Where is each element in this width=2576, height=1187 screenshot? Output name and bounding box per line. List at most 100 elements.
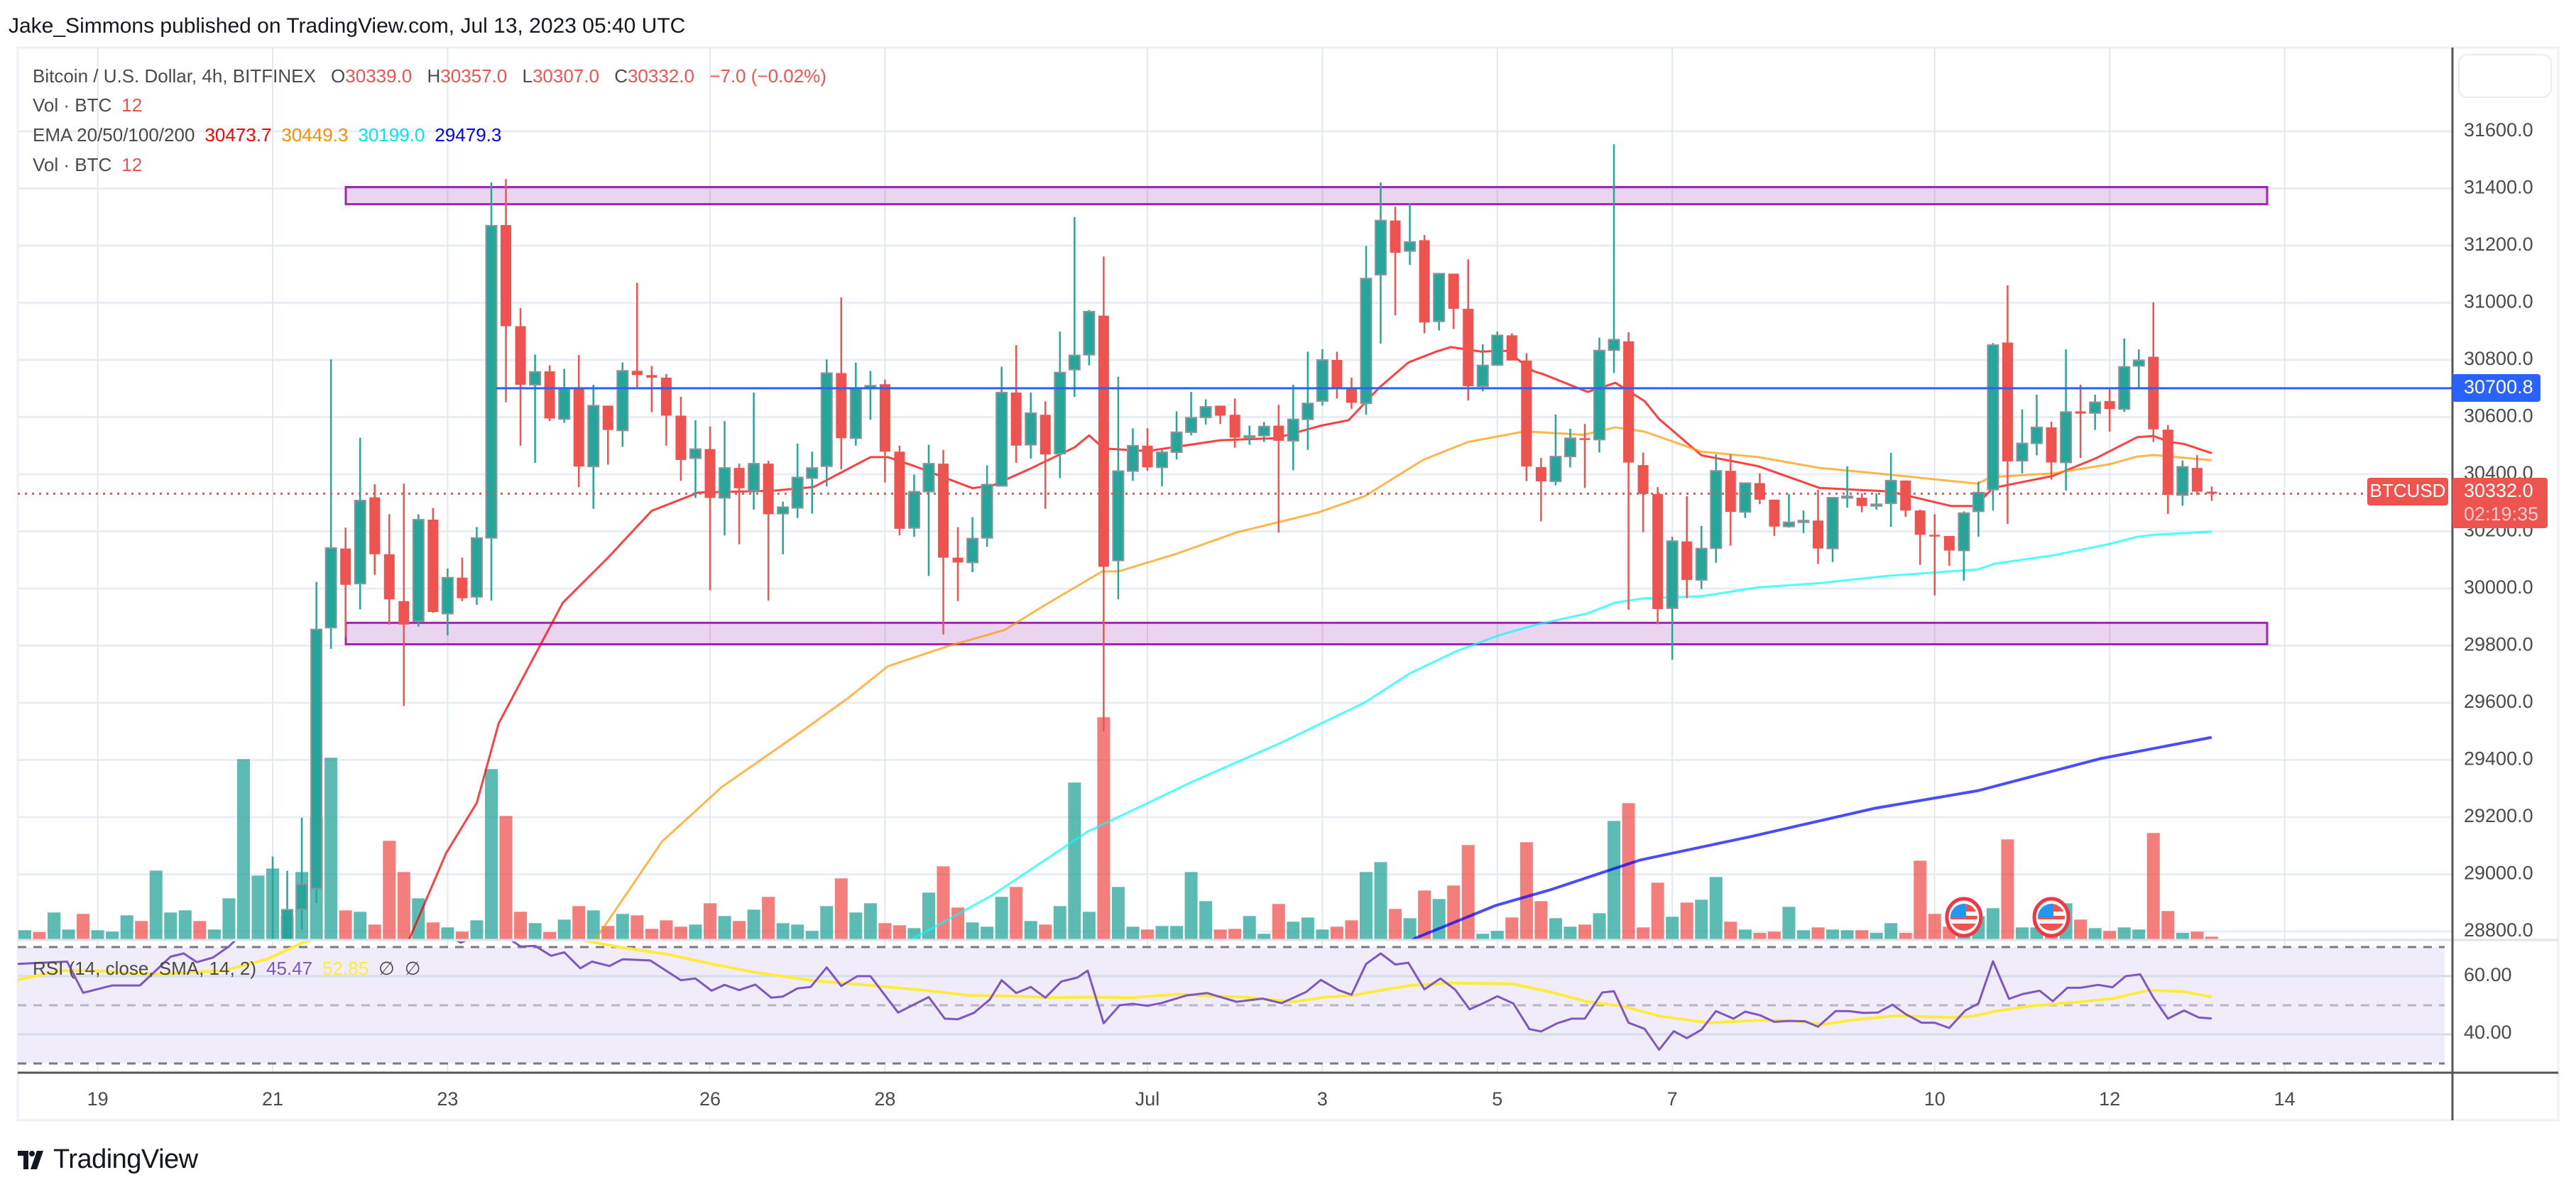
rsi-value: 45.47 [266,958,313,979]
time-axis-label: 14 [2274,1088,2296,1110]
volume-bar [660,920,673,939]
publish-info: Jake_Simmons published on TradingView.co… [9,14,686,38]
volume-legend[interactable]: Vol · BTC 12 [33,94,152,116]
symbol-title[interactable]: Bitcoin / U.S. Dollar, 4h, BITFINEX [33,65,316,87]
volume-bar [1213,929,1227,939]
volume-label[interactable]: Vol · BTC [33,154,112,175]
symbol-legend[interactable]: Bitcoin / U.S. Dollar, 4h, BITFINEX O303… [33,65,836,87]
candle-body [1301,403,1314,420]
volume-label[interactable]: Vol · BTC [33,94,112,116]
ema-label[interactable]: EMA 20/50/100/200 [33,124,195,146]
candle [573,355,584,488]
volume-bar [878,923,892,939]
candle-body [1243,435,1256,439]
candle [1739,482,1752,518]
rsi-axis[interactable]: 60.00 40.00 [2464,964,2512,1043]
candle [1346,377,1357,409]
candle [1243,425,1256,445]
candle [849,362,862,446]
volume-bar [1709,877,1723,939]
time-axis[interactable]: 19 21 23 26 28 Jul 3 5 7 10 12 14 [87,1088,2296,1110]
candle [1229,398,1240,448]
candle [820,359,833,486]
us-flag-event-icon[interactable] [1945,897,1983,938]
candle [1535,458,1546,522]
candle-body [281,909,294,940]
candle [894,445,905,536]
ema-legend[interactable]: EMA 20/50/100/200 30473.7 30449.3 30199.0 29… [33,124,511,146]
volume-legend-2[interactable]: Vol · BTC 12 [33,154,152,175]
candle [1710,454,1723,563]
rsi-label[interactable]: RSI (14, close, SMA, 14, 2) [33,958,257,979]
volume-bar [1374,862,1387,939]
axis-settings-box[interactable] [2458,54,2552,98]
candle [1972,481,1985,537]
candle [1549,414,1562,486]
candle-body [675,415,687,460]
price-axis[interactable]: 31600.0 31400.0 31200.0 31000.0 30800.0 30600… [2464,119,2533,941]
close-value: 30332.0 [627,65,694,87]
candle [689,420,702,498]
volume-bar [236,759,250,939]
candle-body [907,491,920,529]
candle-body [894,452,905,529]
candle-body [2046,427,2057,463]
candle [1215,405,1226,425]
candle [369,484,381,575]
time-axis-label: 21 [262,1088,283,1110]
horizontal-lines [18,387,2452,495]
candle-body [1360,278,1372,405]
us-flag-event-icon[interactable] [2032,897,2070,938]
candle-body [2031,426,2043,444]
candle [1083,310,1096,366]
candle-body [1972,491,1985,513]
volume-bar [1695,899,1708,939]
volume-bar [1257,934,1271,939]
volume-bar [966,922,979,939]
volume-bar [222,898,236,939]
volume-bar [1870,933,1883,939]
candle [1987,343,1999,511]
rsi-legend[interactable]: RSI (14, close, SMA, 14, 2) 45.47 52.85 ∅ ∅ [33,958,430,979]
chart-frame [16,46,2560,1122]
candle [2104,389,2115,432]
volume-bar [631,915,644,939]
candle [1185,392,1198,436]
candle-body [2060,411,2073,464]
volume-bar [1724,921,1737,939]
candles [271,144,2217,940]
candle-body [689,448,702,459]
candle-body [310,628,323,890]
candle-body [1068,354,1081,371]
candle-body [1637,465,1649,494]
candle [427,508,439,613]
candle-body [369,497,381,554]
candle-body [1782,521,1795,527]
candle-body [2191,468,2203,492]
candle-body [952,557,964,563]
tradingview-logo[interactable]: TradingView [18,1144,198,1175]
candle-body [1987,344,1999,491]
candle [1316,349,1328,406]
candle-body [515,326,526,385]
event-markers[interactable] [1945,897,2070,938]
volume-value: 12 [121,154,143,175]
candle [1652,487,1664,625]
candle-body [295,883,308,910]
volume-bar [499,816,513,939]
candle [1900,480,1911,517]
candle-body [1681,541,1693,580]
candle-body [485,224,498,539]
candle [2206,486,2217,501]
candle-body [938,464,949,558]
candle-body [2016,442,2029,462]
rsi-axis-label: 40.00 [2464,1022,2512,1043]
volume-bar [1767,931,1781,939]
candle-body [1215,405,1226,416]
candle [470,527,483,605]
candle [1025,392,1037,459]
us-flag [1950,904,1977,931]
volume-bar [2161,911,2175,939]
candle-body [1710,470,1723,549]
